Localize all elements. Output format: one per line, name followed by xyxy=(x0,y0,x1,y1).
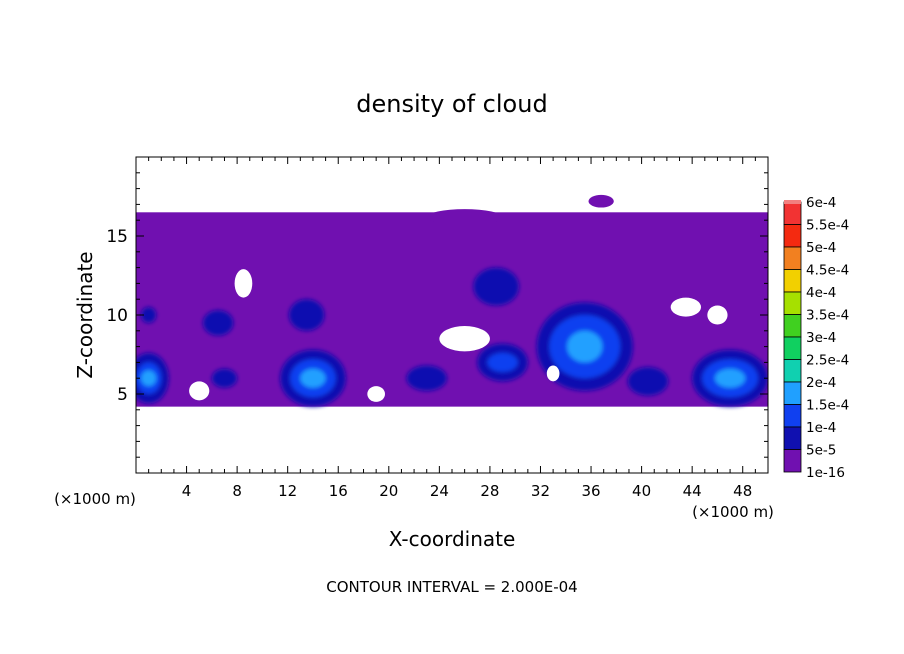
x-tick-label: 12 xyxy=(278,482,297,500)
cloud-patch-0 xyxy=(426,209,503,225)
colorbar-label: 2e-4 xyxy=(806,375,836,391)
colorbar-label: 3e-4 xyxy=(806,330,836,346)
chart-title: density of cloud xyxy=(356,90,547,118)
dense-region-17 xyxy=(473,267,519,306)
dense-region-14 xyxy=(406,365,447,391)
colorbar-swatch xyxy=(783,269,802,293)
x-tick-label: 44 xyxy=(683,482,702,500)
colorbar: 6e-4 5.5e-4 5e-4 4.5e-4 4e-4 3.5e-4 3e-4 2.5e-4… xyxy=(783,195,849,481)
colorbar-swatch xyxy=(783,314,802,338)
colorbar-label: 4.5e-4 xyxy=(806,263,849,279)
colorbar-swatch xyxy=(783,291,802,315)
colorbar-label: 1.5e-4 xyxy=(806,398,849,414)
x-unit-left: (×1000 m) xyxy=(54,490,136,508)
clear-region-5 xyxy=(189,381,210,401)
dense-region-20 xyxy=(141,307,157,323)
cloud-patch-1 xyxy=(588,194,614,208)
dense-region-2 xyxy=(141,370,157,387)
colorbar-swatch xyxy=(783,224,802,248)
x-tick-label: 4 xyxy=(182,482,192,500)
x-tick-label: 8 xyxy=(232,482,242,500)
colorbar-swatch xyxy=(783,336,802,360)
dense-region-15 xyxy=(627,367,669,396)
clear-region-3 xyxy=(670,297,702,317)
colorbar-swatch xyxy=(783,404,802,428)
colorbar-label: 3.5e-4 xyxy=(806,308,849,324)
x-axis-ticks: 4 8 12 16 20 24 28 32 36 40 44 48 xyxy=(148,157,756,500)
x-tick-label: 16 xyxy=(329,482,348,500)
y-axis-ticks: 5 10 15 xyxy=(106,172,768,458)
x-unit-right: (×1000 m) xyxy=(692,503,774,521)
y-tick-label: 5 xyxy=(117,385,128,405)
colorbar-swatch xyxy=(783,449,802,473)
dense-region-16 xyxy=(288,299,325,331)
dense-region-19 xyxy=(211,368,238,388)
x-tick-label: 48 xyxy=(733,482,752,500)
y-tick-label: 10 xyxy=(106,306,128,326)
colorbar-label: 2.5e-4 xyxy=(806,353,849,369)
clear-region-1 xyxy=(439,326,490,352)
density-field xyxy=(136,194,768,407)
x-tick-label: 40 xyxy=(632,482,651,500)
colorbar-label: 5e-5 xyxy=(806,443,836,459)
colorbar-swatch xyxy=(783,426,802,450)
colorbar-label: 1e-4 xyxy=(806,420,836,436)
x-tick-label: 36 xyxy=(581,482,600,500)
dense-region-11 xyxy=(714,368,746,388)
clear-region-2 xyxy=(546,365,560,382)
contour-interval-note: CONTOUR INTERVAL = 2.000E-04 xyxy=(326,578,577,596)
colorbar-label: 1e-16 xyxy=(806,465,845,481)
clear-region-0 xyxy=(234,269,253,298)
dense-region-18 xyxy=(202,310,234,336)
colorbar-top-cap xyxy=(784,200,801,204)
y-axis-label: Z-coordinate xyxy=(73,251,97,378)
colorbar-swatch xyxy=(783,246,802,270)
y-tick-label: 15 xyxy=(106,227,128,247)
dense-region-8 xyxy=(567,330,603,363)
x-tick-label: 28 xyxy=(480,482,499,500)
dense-region-5 xyxy=(300,368,326,388)
colorbar-label: 5.5e-4 xyxy=(806,218,849,234)
x-tick-label: 20 xyxy=(379,482,398,500)
colorbar-label: 6e-4 xyxy=(806,195,836,211)
clear-region-6 xyxy=(367,386,386,402)
clear-region-4 xyxy=(707,305,728,325)
x-axis-label: X-coordinate xyxy=(389,527,516,551)
x-tick-label: 24 xyxy=(430,482,449,500)
dense-regions xyxy=(136,267,768,407)
colorbar-swatch xyxy=(783,381,802,405)
colorbar-swatch xyxy=(783,359,802,383)
colorbar-label: 4e-4 xyxy=(806,285,836,301)
colorbar-swatch xyxy=(783,201,802,225)
dense-region-13 xyxy=(487,352,518,372)
colorbar-label: 5e-4 xyxy=(806,240,836,256)
x-tick-label: 32 xyxy=(531,482,550,500)
